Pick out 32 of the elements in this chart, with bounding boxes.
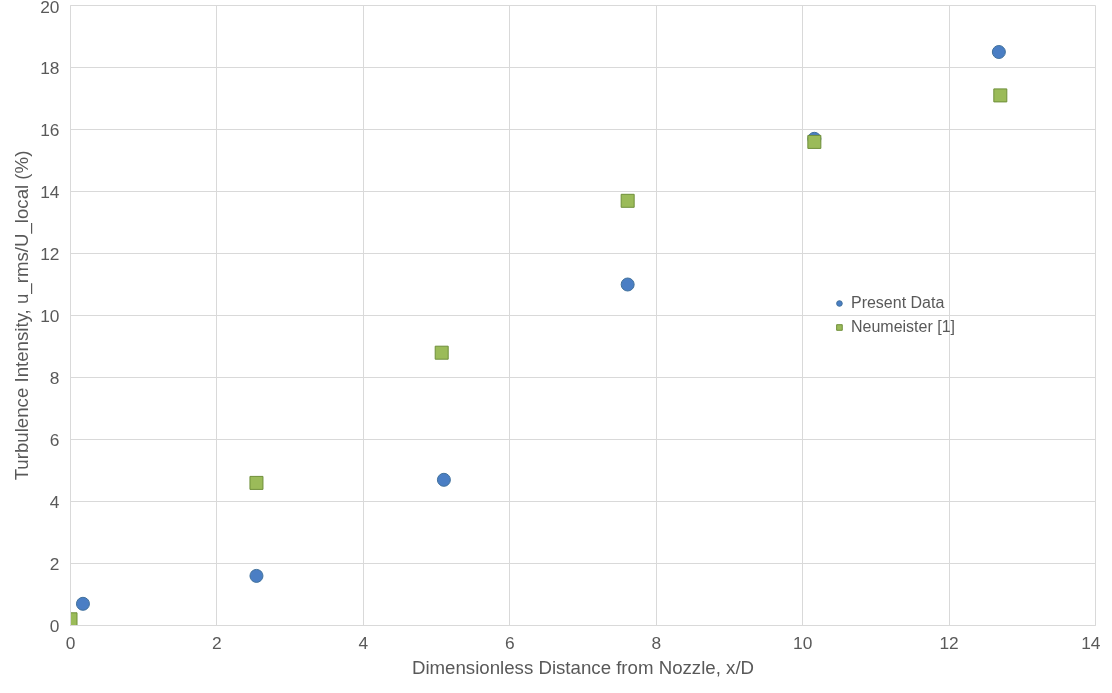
y-tick-label: 8 <box>49 367 60 388</box>
point <box>620 193 635 208</box>
point <box>620 277 635 292</box>
point <box>993 88 1008 103</box>
x-tick-label: 14 <box>1081 632 1101 653</box>
y-tick-label: 6 <box>49 429 60 450</box>
x-axis-title: Dimensionless Distance from Nozzle, x/D <box>411 656 755 678</box>
y-tick-label: 0 <box>49 615 60 636</box>
y-tick-label: 20 <box>40 0 60 17</box>
point <box>249 475 264 490</box>
y-tick-label: 18 <box>40 57 60 78</box>
x-tick-label: 8 <box>651 632 662 653</box>
y-tick-label: 4 <box>49 491 60 512</box>
x-tick-label: 12 <box>939 632 959 653</box>
y-tick-label: 14 <box>40 181 60 202</box>
y-axis-title: Turbulence Intensity, u_rms/U_local (%) <box>11 150 34 481</box>
x-tick-label: 0 <box>65 632 76 653</box>
x-tick-label: 2 <box>212 632 222 653</box>
point <box>75 596 90 611</box>
point <box>991 45 1006 59</box>
point <box>434 345 449 360</box>
legend-label: Neumeister [1] <box>850 318 955 336</box>
x-tick-label: 10 <box>793 632 813 653</box>
y-tick-label: 10 <box>40 305 60 326</box>
point <box>249 568 264 583</box>
legend-label: Present Data <box>850 294 945 312</box>
x-tick-label: 6 <box>504 632 515 653</box>
x-tick-label: 4 <box>358 632 369 653</box>
y-tick-label: 12 <box>40 243 60 264</box>
y-tick-label: 16 <box>40 119 60 140</box>
point <box>436 472 451 487</box>
y-tick-label: 2 <box>49 553 60 574</box>
